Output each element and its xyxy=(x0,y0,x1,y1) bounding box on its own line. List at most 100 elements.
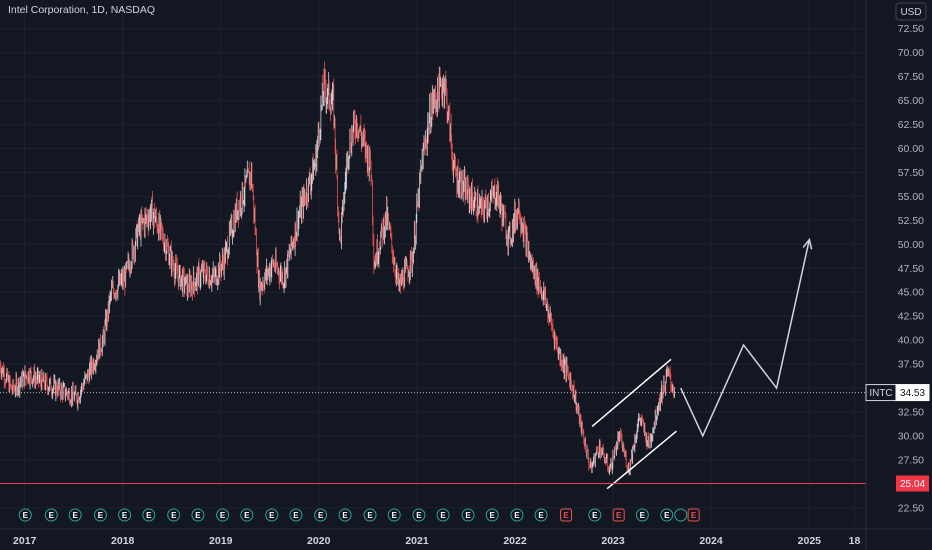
earnings-marker[interactable]: E xyxy=(338,508,352,522)
earnings-label: E xyxy=(440,511,446,520)
earnings-label: E xyxy=(392,511,398,520)
earnings-marker[interactable]: E xyxy=(387,508,401,522)
x-tick-label: 2023 xyxy=(601,535,625,547)
y-tick-label: 47.50 xyxy=(898,263,924,275)
channel-lower-line[interactable] xyxy=(606,430,677,490)
earnings-marker[interactable]: E xyxy=(674,508,688,522)
earnings-label: E xyxy=(616,511,622,520)
y-tick-label: 60.00 xyxy=(898,143,924,155)
earnings-label: E xyxy=(171,511,177,520)
earnings-label: E xyxy=(23,511,29,520)
x-tick-label: 2025 xyxy=(798,535,822,547)
last-price-value: 34.53 xyxy=(900,388,925,399)
earnings-marker[interactable]: E xyxy=(314,508,328,522)
earnings-label: E xyxy=(465,511,471,520)
earnings-marker[interactable]: E xyxy=(240,508,254,522)
earnings-label: E xyxy=(592,511,598,520)
support-badge: 25.04 xyxy=(896,475,929,492)
x-tick-label: 2018 xyxy=(111,535,135,547)
earnings-marker[interactable]: E xyxy=(560,508,573,522)
y-tick-label: 22.50 xyxy=(898,502,924,514)
drawings[interactable] xyxy=(591,237,813,490)
x-tick-label: 18 xyxy=(849,535,861,547)
earnings-label: E xyxy=(678,511,684,520)
earnings-label: E xyxy=(563,511,569,520)
earnings-label: E xyxy=(416,511,422,520)
y-tick-label: 67.50 xyxy=(898,71,924,83)
y-tick-label: 55.00 xyxy=(898,191,924,203)
y-tick-label: 32.50 xyxy=(898,407,924,419)
earnings-marker[interactable]: E xyxy=(588,508,602,522)
currency-label: USD xyxy=(900,7,921,18)
earnings-marker[interactable]: E xyxy=(461,508,475,522)
x-tick-label: 2021 xyxy=(405,535,429,547)
earnings-marker[interactable]: E xyxy=(635,508,649,522)
earnings-marker[interactable]: E xyxy=(687,508,700,522)
y-tick-label: 57.50 xyxy=(898,167,924,179)
y-axis[interactable]: 22.5025.0027.5030.0032.5035.0037.5040.00… xyxy=(865,0,924,550)
y-tick-label: 52.50 xyxy=(898,215,924,227)
earnings-label: E xyxy=(269,511,275,520)
earnings-marker[interactable]: E xyxy=(68,508,82,522)
earnings-label: E xyxy=(293,511,299,520)
last-price-symbol: INTC xyxy=(869,388,892,399)
y-tick-label: 30.00 xyxy=(898,430,924,442)
currency-button[interactable]: USD xyxy=(895,2,927,21)
earnings-label: E xyxy=(514,511,520,520)
earnings-marker[interactable]: E xyxy=(510,508,524,522)
earnings-marker[interactable]: E xyxy=(191,508,205,522)
earnings-marker[interactable]: E xyxy=(660,508,674,522)
x-tick-label: 2020 xyxy=(307,535,331,547)
earnings-marker[interactable]: E xyxy=(118,508,132,522)
earnings-marker[interactable]: E xyxy=(363,508,377,522)
x-tick-label: 2024 xyxy=(699,535,723,547)
y-tick-label: 62.50 xyxy=(898,119,924,131)
earnings-label: E xyxy=(122,511,128,520)
y-tick-label: 42.50 xyxy=(898,311,924,323)
earnings-marker[interactable]: E xyxy=(142,508,156,522)
earnings-label: E xyxy=(49,511,55,520)
projection-arrowhead xyxy=(802,237,813,250)
earnings-marker[interactable]: E xyxy=(216,508,230,522)
earnings-marker[interactable]: E xyxy=(534,508,548,522)
earnings-marker[interactable]: E xyxy=(289,508,303,522)
earnings-label: E xyxy=(73,511,79,520)
earnings-label: E xyxy=(146,511,152,520)
earnings-label: E xyxy=(664,511,670,520)
earnings-label: E xyxy=(367,511,373,520)
earnings-marker[interactable]: E xyxy=(44,508,58,522)
earnings-label: E xyxy=(640,511,646,520)
earnings-marker[interactable]: E xyxy=(18,508,32,522)
earnings-label: E xyxy=(98,511,104,520)
earnings-label: E xyxy=(691,511,697,520)
earnings-marker[interactable]: E xyxy=(93,508,107,522)
y-tick-label: 65.00 xyxy=(898,95,924,107)
last-price-badge: INTC 34.53 xyxy=(865,384,930,402)
channel-upper-line[interactable] xyxy=(591,358,672,427)
earnings-label: E xyxy=(490,511,496,520)
y-tick-label: 50.00 xyxy=(898,239,924,251)
earnings-marker[interactable]: E xyxy=(612,508,625,522)
price-badges: INTC 34.53 25.04 xyxy=(865,384,930,492)
x-tick-label: 2022 xyxy=(503,535,527,547)
x-tick-label: 2017 xyxy=(13,535,37,547)
support-value: 25.04 xyxy=(900,479,925,490)
earnings-marker[interactable]: E xyxy=(265,508,279,522)
earnings-label: E xyxy=(318,511,324,520)
earnings-marker[interactable]: E xyxy=(485,508,499,522)
y-tick-label: 27.50 xyxy=(898,454,924,466)
x-tick-label: 2019 xyxy=(209,535,233,547)
earnings-label: E xyxy=(538,511,544,520)
earnings-label: E xyxy=(195,511,201,520)
x-axis[interactable]: 2017 2018 2019 2020 2021 2022 2023 2024 2025 18 xyxy=(0,528,932,547)
projection-path[interactable] xyxy=(680,239,811,438)
earnings-marker[interactable]: E xyxy=(436,508,450,522)
y-tick-label: 70.00 xyxy=(898,47,924,59)
earnings-label: E xyxy=(244,511,250,520)
earnings-marker[interactable]: E xyxy=(167,508,181,522)
y-tick-label: 37.50 xyxy=(898,359,924,371)
earnings-marker[interactable]: E xyxy=(412,508,426,522)
